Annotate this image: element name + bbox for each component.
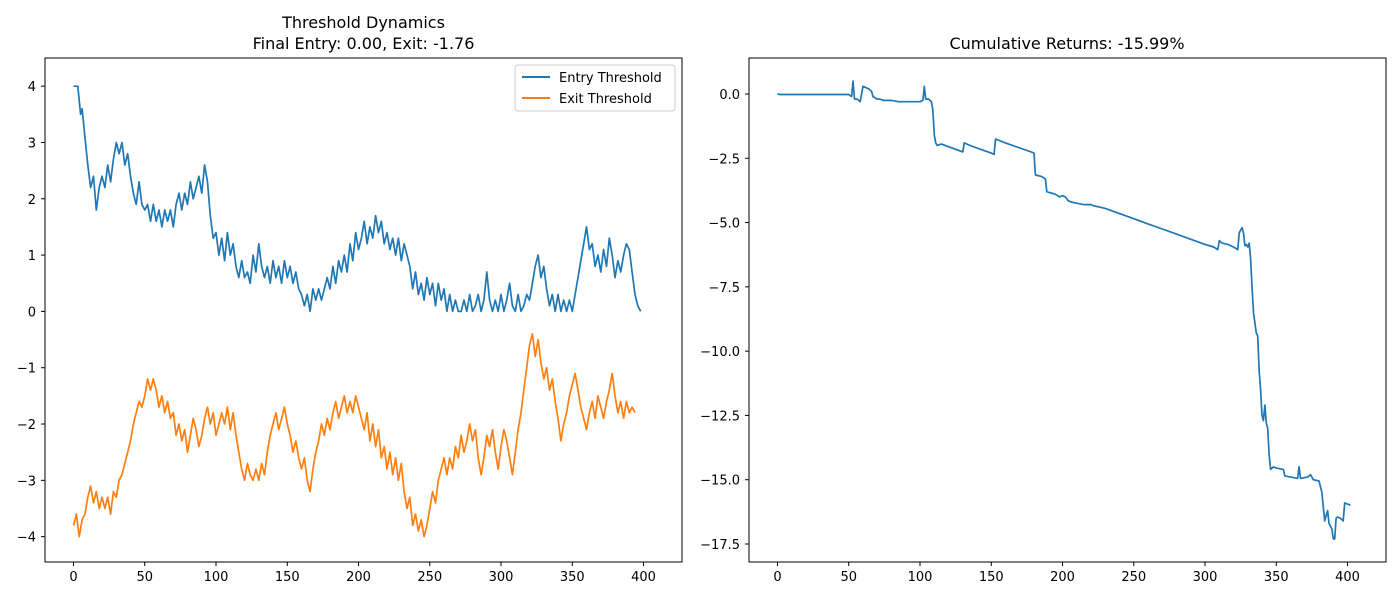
y-tick-label: 4 [28, 80, 36, 95]
x-tick-label: 100 [908, 570, 933, 585]
y-tick-label: −1 [17, 362, 36, 377]
series-line-entry-threshold [73, 85, 642, 313]
series-lines [72, 85, 642, 538]
y-tick-label: −10.0 [700, 345, 740, 360]
chart-title: Threshold Dynamics [281, 13, 445, 32]
y-tick-label: 3 [28, 136, 36, 151]
y-tick-label: 0 [28, 305, 36, 320]
y-tick-label: −17.5 [700, 538, 740, 553]
x-tick-label: 150 [979, 570, 1004, 585]
x-tick-label: 0 [773, 570, 781, 585]
series-line-exit-threshold [72, 333, 636, 538]
x-tick-label: 300 [1193, 570, 1218, 585]
x-tick-label: 0 [69, 570, 77, 585]
axis-ticks: 0 50 100 150 200 250 300 350 400 0.0 −2.5 −5.0 −7.5 −… [700, 88, 1360, 585]
y-tick-label: −5.0 [708, 217, 740, 232]
plot-area [748, 57, 1387, 563]
axis-ticks: 0 50 100 150 200 250 300 350 400 −4 −3 −2 −1 0 1 2 3 4 [17, 80, 656, 585]
x-tick-label: 50 [840, 570, 857, 585]
plot-area [44, 57, 683, 563]
chart-subtitle: Final Entry: 0.00, Exit: -1.76 [253, 34, 475, 53]
y-tick-label: 2 [28, 193, 36, 208]
x-tick-label: 150 [275, 570, 300, 585]
x-tick-label: 350 [560, 570, 585, 585]
legend-label-entry: Entry Threshold [559, 71, 662, 86]
y-tick-label: −12.5 [700, 409, 740, 424]
x-tick-label: 400 [1335, 570, 1360, 585]
series-line-cumulative-returns [777, 80, 1351, 540]
y-tick-label: 0.0 [719, 88, 740, 103]
y-tick-label: −2 [17, 418, 36, 433]
legend: Entry Threshold Exit Threshold [514, 64, 676, 112]
x-tick-label: 100 [204, 570, 229, 585]
chart-title: Cumulative Returns: -15.99% [949, 34, 1184, 53]
chart-cumulative-returns: Cumulative Returns: -15.99% 0 50 100 150 200… [700, 34, 1387, 585]
y-tick-label: −4 [17, 531, 36, 546]
x-tick-label: 200 [1050, 570, 1075, 585]
x-tick-label: 350 [1264, 570, 1289, 585]
y-tick-label: −2.5 [708, 152, 740, 167]
x-tick-label: 400 [631, 570, 656, 585]
x-tick-label: 250 [1121, 570, 1146, 585]
chart-threshold-dynamics: Threshold Dynamics Final Entry: 0.00, Ex… [17, 13, 683, 585]
y-tick-label: −7.5 [708, 281, 740, 296]
y-tick-label: 1 [28, 249, 36, 264]
series-lines [777, 80, 1351, 540]
x-tick-label: 300 [489, 570, 514, 585]
x-tick-label: 200 [346, 570, 371, 585]
x-tick-label: 50 [136, 570, 153, 585]
legend-label-exit: Exit Threshold [559, 92, 652, 107]
y-tick-label: −15.0 [700, 474, 740, 489]
legend-box [514, 64, 676, 112]
x-tick-label: 250 [417, 570, 442, 585]
y-tick-label: −3 [17, 474, 36, 489]
